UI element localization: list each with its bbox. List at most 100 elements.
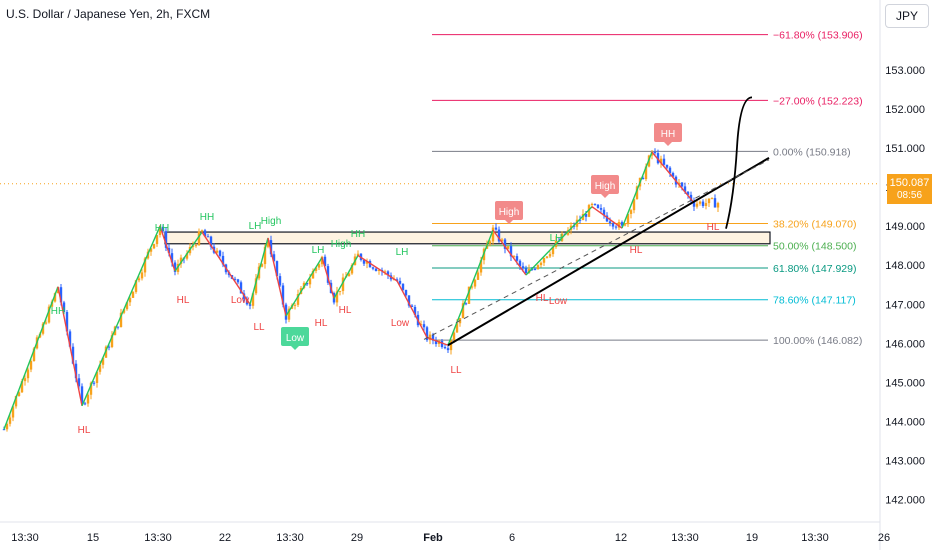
candle-body <box>629 210 633 214</box>
dashed-trendline <box>423 159 770 340</box>
swing-label: HL <box>707 222 720 233</box>
candle-body <box>128 297 132 303</box>
candle-body <box>710 198 714 200</box>
candle-body <box>233 278 237 280</box>
candle-body <box>593 203 597 205</box>
swing-label: HL <box>536 293 549 304</box>
candle-body <box>575 219 579 227</box>
candle-body <box>29 360 33 370</box>
structure-leg <box>321 257 335 299</box>
candle-body <box>14 396 18 407</box>
candle-body <box>317 264 321 268</box>
candle-body <box>293 304 297 306</box>
currency-selector[interactable]: JPY <box>885 4 929 28</box>
candle-body <box>32 348 36 361</box>
y-tick-label: 143.000 <box>885 455 925 467</box>
candle-body <box>155 235 159 245</box>
candle-body <box>668 167 672 173</box>
candle-body <box>521 266 525 269</box>
candle-body <box>578 219 582 221</box>
candle-body <box>587 205 591 217</box>
candle-body <box>704 203 708 206</box>
candle-body <box>5 423 9 430</box>
y-tick-label: 142.000 <box>885 494 925 506</box>
candle-body <box>77 378 81 387</box>
swing-label: HH <box>51 306 65 317</box>
candle-body <box>347 273 351 277</box>
candle-body <box>59 287 63 303</box>
swing-label: HH <box>661 129 675 140</box>
zone-rectangle <box>164 231 771 245</box>
candle-body <box>131 291 135 298</box>
candle-body <box>89 382 93 395</box>
candle-body <box>173 262 177 272</box>
candle-body <box>365 261 369 264</box>
candle-body <box>620 222 624 226</box>
fib-level-label: 0.00% (150.918) <box>773 146 851 158</box>
candle-body <box>470 286 474 288</box>
candle-body <box>410 305 414 307</box>
swing-label: LH <box>396 247 409 258</box>
y-tick-label: 147.000 <box>885 299 925 311</box>
candle-body <box>296 293 300 305</box>
swing-label: LH <box>249 221 262 232</box>
candle-body <box>446 348 450 351</box>
candle-body <box>683 186 687 192</box>
swing-label-pointer <box>291 346 299 350</box>
candle-body <box>428 334 432 341</box>
candle-body <box>263 246 267 265</box>
fib-level-label: 50.00% (148.500) <box>773 241 856 253</box>
candle-body <box>440 341 444 348</box>
structure-leg <box>285 257 323 317</box>
candle-body <box>617 222 621 228</box>
swing-label: LH <box>550 233 563 244</box>
candle-body <box>662 158 666 165</box>
candle-body <box>512 256 516 258</box>
candle-body <box>653 151 657 154</box>
candle-body <box>74 363 78 379</box>
candle-body <box>248 304 252 306</box>
swing-label-box <box>591 175 619 194</box>
candle-body <box>548 254 552 257</box>
candle-body <box>452 332 456 341</box>
candle-body <box>245 298 249 305</box>
candle-body <box>284 304 288 320</box>
candle-body <box>236 279 240 283</box>
x-tick-label: 19 <box>746 532 758 544</box>
candle-body <box>281 285 285 305</box>
y-tick-label: 152.000 <box>885 104 925 116</box>
swing-label-box <box>495 201 523 220</box>
candle-body <box>581 213 585 221</box>
candle-body <box>326 266 330 283</box>
candle-body <box>200 230 204 232</box>
candle-body <box>461 303 465 319</box>
fib-level-label: 78.60% (147.117) <box>773 295 856 307</box>
symbol-title[interactable]: U.S. Dollar / Japanese Yen, 2h, FXCM <box>6 7 211 21</box>
structure-leg <box>591 206 623 229</box>
swing-label: LH <box>312 245 325 256</box>
candle-body <box>221 255 225 265</box>
structure-leg <box>81 225 161 407</box>
candle-body <box>26 369 30 379</box>
candle-body <box>716 203 720 208</box>
bar-countdown: 08:56 <box>896 190 923 201</box>
fib-level-label: 100.00% (146.082) <box>773 335 862 347</box>
candle-body <box>542 257 546 263</box>
fib-level-label: 61.80% (147.929) <box>773 263 856 275</box>
projection-curve <box>725 96 753 229</box>
candle-body <box>116 326 120 328</box>
candle-body <box>86 394 90 404</box>
candle-body <box>209 236 213 247</box>
swing-label: HL <box>177 295 190 306</box>
trendline <box>447 157 770 347</box>
candle-body <box>215 250 219 253</box>
candle-body <box>479 260 483 273</box>
candle-body <box>656 153 660 164</box>
candle-body <box>323 256 327 267</box>
y-tick-label: 144.000 <box>885 416 925 428</box>
candle-body <box>590 203 594 206</box>
candle-body <box>518 260 522 267</box>
candle-body <box>101 357 105 365</box>
swing-label: LL <box>450 365 462 376</box>
